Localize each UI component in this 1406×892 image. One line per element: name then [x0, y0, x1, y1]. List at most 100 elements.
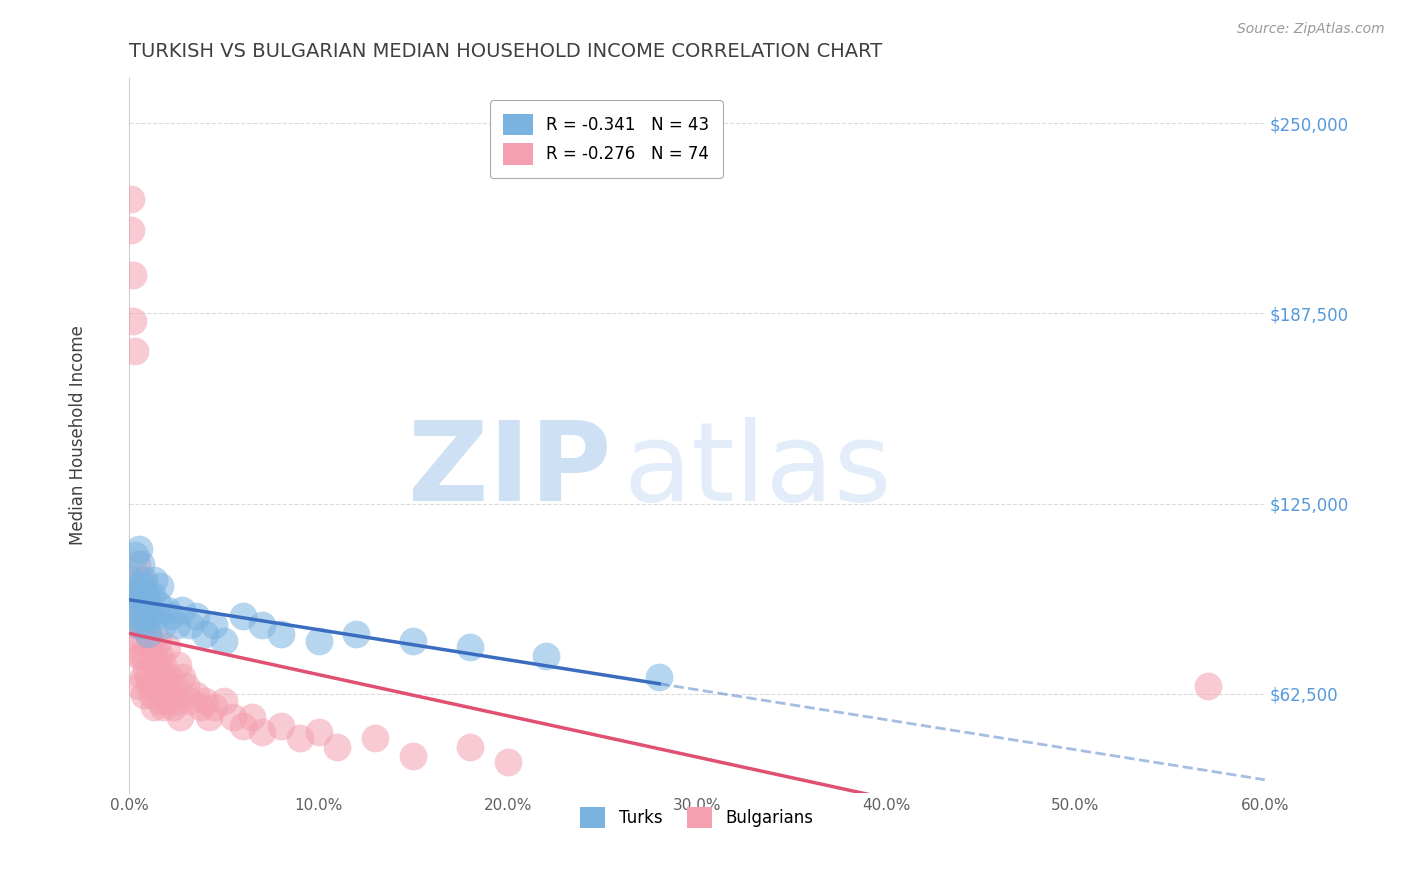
- Point: [162, 700, 184, 714]
- Point: [288, 731, 311, 745]
- Point: [141, 688, 163, 702]
- Point: [458, 640, 481, 654]
- Point: [125, 609, 148, 624]
- Point: [146, 597, 169, 611]
- Point: [128, 542, 150, 557]
- Point: [120, 573, 142, 587]
- Point: [212, 694, 235, 708]
- Point: [172, 670, 194, 684]
- Point: [152, 700, 174, 714]
- Point: [146, 633, 169, 648]
- Point: [270, 719, 292, 733]
- Point: [197, 709, 219, 723]
- Point: [142, 573, 165, 587]
- Point: [148, 579, 170, 593]
- Point: [534, 648, 557, 663]
- Point: [135, 618, 157, 632]
- Point: [131, 579, 153, 593]
- Point: [212, 633, 235, 648]
- Point: [145, 609, 167, 624]
- Point: [131, 588, 153, 602]
- Point: [142, 648, 165, 663]
- Point: [124, 618, 146, 632]
- Point: [134, 573, 156, 587]
- Point: [146, 679, 169, 693]
- Text: TURKISH VS BULGARIAN MEDIAN HOUSEHOLD INCOME CORRELATION CHART: TURKISH VS BULGARIAN MEDIAN HOUSEHOLD IN…: [129, 42, 883, 61]
- Point: [155, 679, 177, 693]
- Point: [134, 648, 156, 663]
- Point: [496, 756, 519, 770]
- Point: [402, 633, 425, 648]
- Point: [131, 633, 153, 648]
- Point: [135, 664, 157, 678]
- Point: [139, 633, 162, 648]
- Point: [308, 724, 330, 739]
- Point: [194, 694, 217, 708]
- Point: [128, 679, 150, 693]
- Point: [128, 648, 150, 663]
- Point: [148, 648, 170, 663]
- Point: [250, 618, 273, 632]
- Point: [184, 688, 207, 702]
- Point: [190, 700, 212, 714]
- Text: ZIP: ZIP: [409, 417, 612, 524]
- Point: [124, 549, 146, 563]
- Point: [179, 694, 201, 708]
- Point: [136, 627, 159, 641]
- Point: [156, 603, 179, 617]
- Point: [122, 268, 145, 283]
- Point: [136, 627, 159, 641]
- Point: [364, 731, 387, 745]
- Point: [145, 657, 167, 672]
- Point: [125, 558, 148, 572]
- Point: [194, 627, 217, 641]
- Point: [128, 618, 150, 632]
- Point: [148, 694, 170, 708]
- Point: [136, 597, 159, 611]
- Text: Source: ZipAtlas.com: Source: ZipAtlas.com: [1237, 22, 1385, 37]
- Point: [129, 573, 152, 587]
- Point: [402, 749, 425, 764]
- Point: [458, 739, 481, 754]
- Point: [141, 640, 163, 654]
- Point: [169, 709, 191, 723]
- Point: [136, 670, 159, 684]
- Point: [150, 670, 173, 684]
- Point: [1197, 679, 1219, 693]
- Point: [648, 670, 671, 684]
- Point: [122, 314, 145, 328]
- Point: [232, 609, 254, 624]
- Point: [308, 633, 330, 648]
- Point: [326, 739, 349, 754]
- Point: [124, 588, 146, 602]
- Point: [166, 618, 188, 632]
- Point: [152, 657, 174, 672]
- Point: [167, 657, 190, 672]
- Point: [270, 627, 292, 641]
- Point: [160, 688, 183, 702]
- Point: [131, 618, 153, 632]
- Point: [134, 609, 156, 624]
- Point: [139, 679, 162, 693]
- Point: [139, 609, 162, 624]
- Point: [120, 192, 142, 206]
- Point: [204, 700, 226, 714]
- Point: [344, 627, 367, 641]
- Point: [124, 344, 146, 359]
- Point: [240, 709, 263, 723]
- Point: [120, 223, 142, 237]
- Point: [172, 603, 194, 617]
- Point: [160, 609, 183, 624]
- Point: [250, 724, 273, 739]
- Point: [179, 618, 201, 632]
- Point: [142, 700, 165, 714]
- Point: [184, 609, 207, 624]
- Point: [125, 579, 148, 593]
- Point: [141, 588, 163, 602]
- Point: [129, 603, 152, 617]
- Point: [129, 603, 152, 617]
- Point: [204, 618, 226, 632]
- Point: [232, 719, 254, 733]
- Point: [129, 558, 152, 572]
- Point: [122, 588, 145, 602]
